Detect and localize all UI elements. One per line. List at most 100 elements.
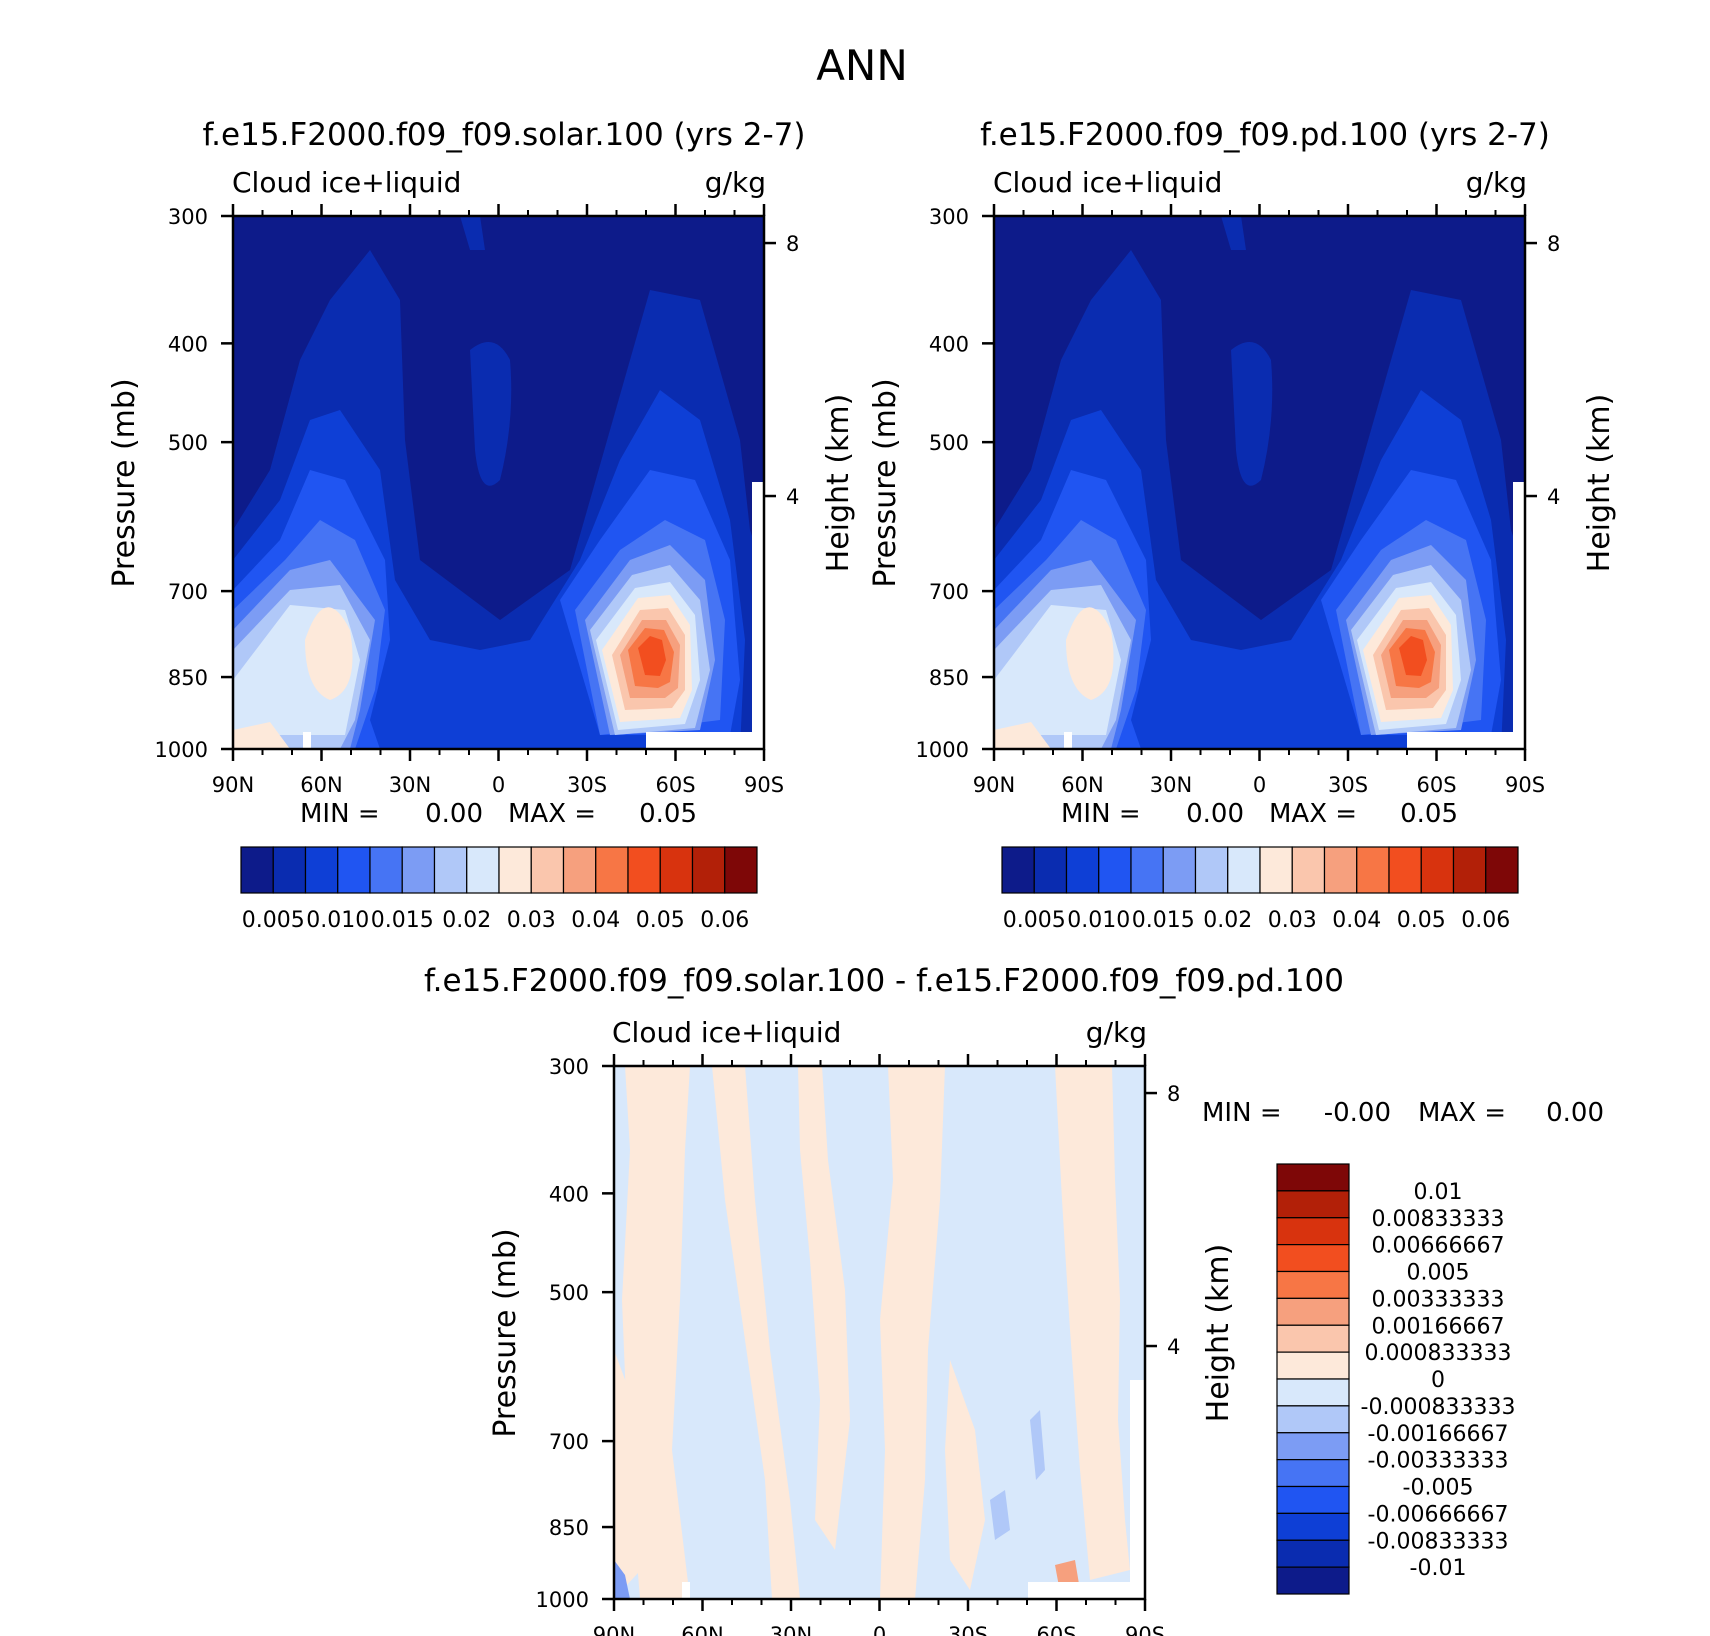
x-tick-label: 30S: [1328, 773, 1368, 797]
max-label: MAX =: [1269, 799, 1357, 829]
colorbar-swatch: [1276, 1485, 1350, 1514]
colorbar-swatch: [1276, 1378, 1350, 1407]
x-tick-label: 60N: [681, 1623, 723, 1636]
x-tick-label: 90S: [744, 773, 784, 797]
missing-data-polar: [1130, 1380, 1145, 1599]
variable-label: Cloud ice+liquid: [993, 166, 1222, 199]
colorbar-swatch: [1259, 846, 1293, 894]
colorbar-label: 0.03: [1268, 908, 1317, 933]
min-label: MIN =: [1202, 1098, 1282, 1128]
max-label: MAX =: [1418, 1098, 1506, 1128]
y-axis-label: Pressure (mb): [868, 378, 903, 587]
colorbar-swatch: [595, 846, 629, 894]
contour-plot-area: [614, 1066, 1145, 1599]
colorbar: 0.005 0.010 0.015 0.02 0.03 0.04 0.05 0.06: [240, 846, 758, 933]
contour-blob-top: [460, 216, 485, 250]
colorbar-swatch: [1276, 1566, 1350, 1595]
y-tick-label: 700: [168, 580, 208, 604]
colorbar-label: 0.02: [442, 908, 491, 933]
variable-label: Cloud ice+liquid: [232, 166, 461, 199]
y2-axis-label: Height (km): [1201, 1244, 1236, 1423]
x-tick-label: 0: [873, 1623, 886, 1636]
min-value: 0.00: [425, 799, 483, 829]
x-tick-label: 90N: [212, 773, 254, 797]
x-tick-label: 90N: [593, 1623, 635, 1636]
y-tick-label: 500: [929, 431, 969, 455]
colorbar-swatch: [498, 846, 532, 894]
colorbar-label: 0.005: [1407, 1261, 1470, 1286]
x-tick-label: 90S: [1505, 773, 1545, 797]
colorbar-swatch: [1276, 1297, 1350, 1326]
y-tick-label: 850: [929, 666, 969, 690]
colorbar-swatch: [1276, 1405, 1350, 1434]
x-tick-label: 60N: [300, 773, 342, 797]
colorbar-swatch: [1420, 846, 1455, 894]
positive-band: [1055, 1066, 1130, 1580]
x-tick-label: 30N: [770, 1623, 812, 1636]
x-tick-label: 60S: [1416, 773, 1456, 797]
x-tick-label: 60S: [1036, 1623, 1076, 1636]
colorbar-swatch: [1276, 1459, 1350, 1488]
colorbar-label: -0.00166667: [1368, 1422, 1509, 1447]
colorbar-label: 0.05: [1397, 908, 1446, 933]
y2-tick-label: 8: [1547, 232, 1560, 256]
x-tick-label: 0: [1253, 773, 1266, 797]
y2-tick-label: 4: [786, 485, 799, 509]
y-tick-label: 400: [929, 332, 969, 356]
panel-difference: f.e15.F2000.f09_f09.solar.100 - f.e15.F2…: [424, 963, 1604, 1636]
negative-blob: [990, 1490, 1010, 1540]
colorbar-label: -0.00333333: [1368, 1449, 1509, 1474]
contour-level-12: [638, 636, 666, 676]
colorbar-label: 0.02: [1203, 908, 1252, 933]
y2-tick-label: 8: [786, 232, 799, 256]
y-tick-label: 500: [549, 1281, 589, 1305]
y2-axis-label: Height (km): [821, 394, 856, 573]
colorbar-swatch: [1276, 1163, 1350, 1192]
contour-level-8: [305, 607, 353, 700]
x-tick-label: 60S: [655, 773, 695, 797]
colorbar: 0.005 0.010 0.015 0.02 0.03 0.04 0.05 0.06: [1001, 846, 1519, 933]
colorbar-swatch: [1276, 1539, 1350, 1568]
y-axis-label: Pressure (mb): [107, 378, 142, 587]
colorbar-swatch: [1452, 846, 1487, 894]
x-tick-label: 90N: [973, 773, 1015, 797]
colorbar-swatch: [1001, 846, 1035, 894]
colorbar-swatch: [1276, 1244, 1350, 1273]
colorbar-swatch: [369, 846, 403, 894]
colorbar-swatch: [562, 846, 597, 894]
max-value: 0.05: [639, 799, 697, 829]
y-tick-label: 500: [168, 431, 208, 455]
missing-data-surface: [1407, 732, 1525, 749]
y-tick-label: 300: [929, 205, 969, 229]
units-label: g/kg: [1466, 166, 1527, 199]
y2-tick-label: 4: [1547, 485, 1560, 509]
colorbar-label: 0.015: [371, 908, 434, 933]
colorbar-label: 0.04: [571, 908, 620, 933]
colorbar-swatch: [1276, 1351, 1350, 1380]
axes: 90N 60N 30N 0 30S 60S 90S 300 400 500 700 850 1000 8 4: [155, 204, 799, 797]
colorbar-swatch: [1388, 846, 1422, 894]
colorbar-label: 0.010: [1067, 908, 1130, 933]
colorbar: 0.010.008333330.006666670.0050.003333330…: [1276, 1163, 1515, 1595]
y-tick-label: 700: [549, 1430, 589, 1454]
positive-band: [798, 1066, 850, 1550]
colorbar-swatch: [1033, 846, 1068, 894]
colorbar-label: 0.06: [700, 908, 749, 933]
positive-band: [614, 1350, 650, 1599]
colorbar-swatch: [1291, 846, 1326, 894]
colorbar-swatch: [337, 846, 371, 894]
panel-title: f.e15.F2000.f09_f09.solar.100 (yrs 2-7): [203, 117, 806, 153]
min-label: MIN =: [1061, 799, 1141, 829]
y-tick-label: 700: [929, 580, 969, 604]
colorbar-swatch: [1194, 846, 1229, 894]
colorbar-label: 0.06: [1461, 908, 1510, 933]
y-tick-label: 400: [549, 1182, 589, 1206]
y-tick-label: 1000: [536, 1588, 589, 1612]
missing-data-notch: [1064, 732, 1072, 749]
y2-axis-label: Height (km): [1582, 394, 1617, 573]
colorbar-label: 0.00833333: [1372, 1207, 1505, 1232]
panel-title: f.e15.F2000.f09_f09.pd.100 (yrs 2-7): [980, 117, 1550, 153]
colorbar-swatch: [1276, 1512, 1350, 1541]
colorbar-swatch: [627, 846, 661, 894]
